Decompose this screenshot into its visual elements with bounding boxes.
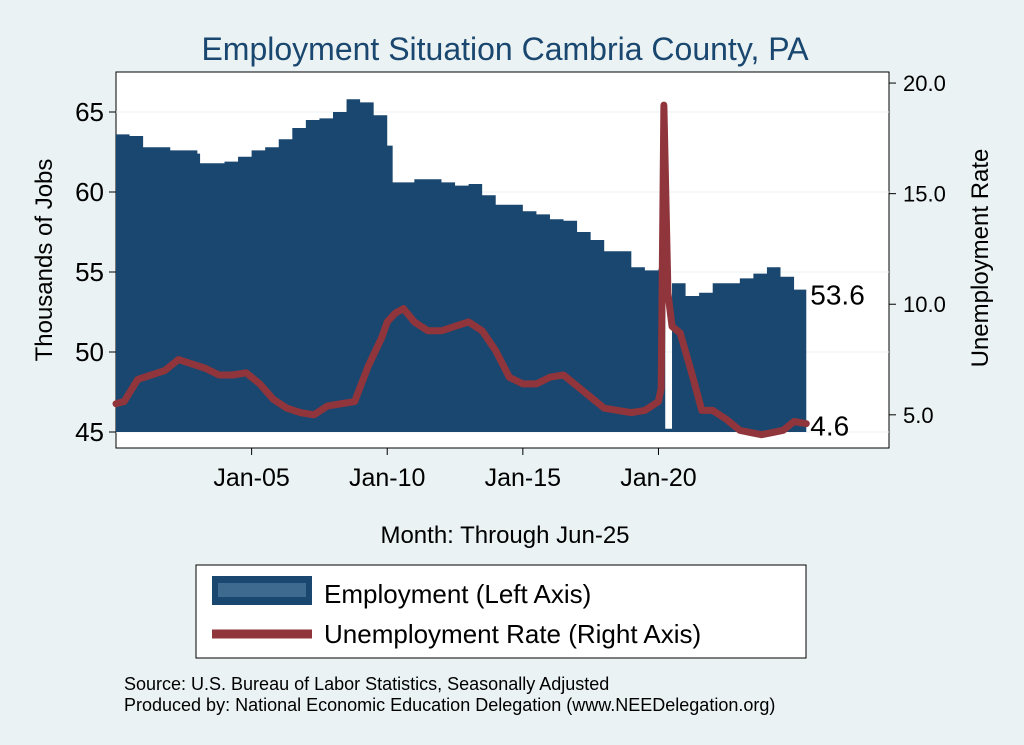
source-note: Source: U.S. Bureau of Labor Statistics,…	[124, 674, 609, 694]
x-axis-title: Month: Through Jun-25	[380, 522, 629, 549]
x-tick-label: Jan-15	[485, 464, 561, 492]
y-right-tick-label: 5.0	[903, 403, 934, 428]
y-right-tick-label: 20.0	[903, 71, 946, 96]
y-left-tick-label: 60	[75, 177, 104, 207]
y-left-tick-label: 45	[75, 417, 104, 447]
y-left-axis-title: Thousands of Jobs	[31, 159, 58, 362]
x-tick-label: Jan-10	[349, 464, 425, 492]
y-left-axis-ticks: 45 50 55 60 65	[75, 97, 116, 447]
legend-swatch-employment-inner	[218, 583, 306, 597]
x-tick-label: Jan-20	[620, 464, 696, 492]
x-axis-ticks: Jan-05 Jan-10 Jan-15 Jan-20	[213, 448, 697, 492]
end-label-employment: 53.6	[810, 279, 865, 310]
y-left-tick-label: 50	[75, 337, 104, 367]
y-right-tick-label: 10.0	[903, 292, 946, 317]
y-right-tick-label: 15.0	[903, 182, 946, 207]
y-left-tick-label: 65	[75, 97, 104, 127]
unemployment-line	[112, 101, 810, 439]
legend-label-unemployment: Unemployment Rate (Right Axis)	[324, 619, 701, 649]
employment-area	[116, 99, 807, 432]
produced-by-note: Produced by: National Economic Education…	[124, 695, 775, 715]
y-right-axis-title: Unemployment Rate	[967, 149, 994, 368]
y-left-tick-label: 55	[75, 257, 104, 287]
chart-title: Employment Situation Cambria County, PA	[201, 31, 809, 67]
legend-label-employment: Employment (Left Axis)	[324, 579, 591, 609]
end-label-unemployment: 4.6	[810, 411, 849, 442]
y-right-axis-ticks: 5.0 10.0 15.0 20.0	[889, 71, 946, 428]
x-tick-label: Jan-05	[213, 464, 289, 492]
legend: Employment (Left Axis) Unemployment Rate…	[195, 564, 807, 659]
